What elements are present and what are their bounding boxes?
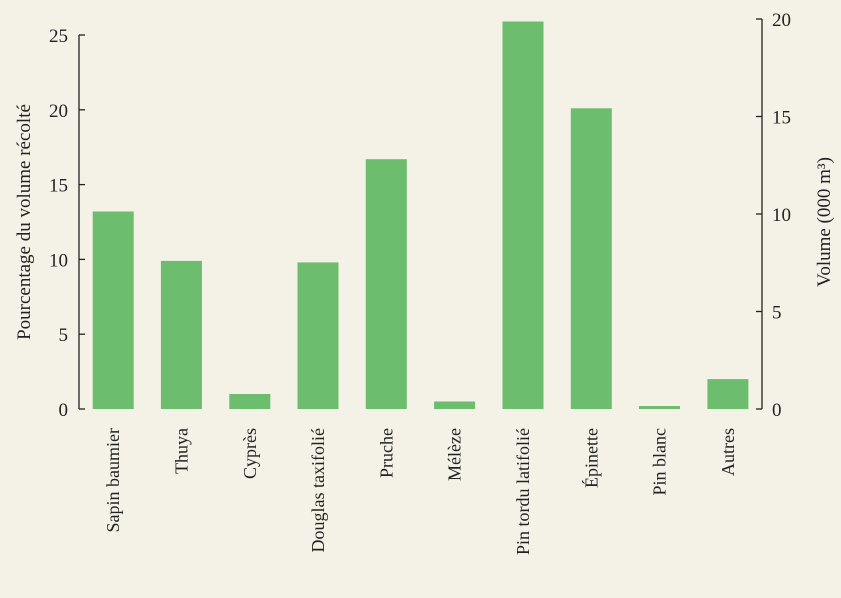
bar xyxy=(365,159,407,409)
bar xyxy=(297,262,339,409)
left-tick-label: 25 xyxy=(49,26,68,47)
category-label: Épinette xyxy=(580,428,601,488)
bars-group xyxy=(92,21,749,410)
right-tick-label: 20 xyxy=(772,10,791,31)
category-label: Pruche xyxy=(376,428,396,478)
right-y-axis-label: Volume (000 m³) xyxy=(814,157,835,287)
bar xyxy=(229,394,271,409)
category-label: Autres xyxy=(718,428,738,476)
category-label: Cyprès xyxy=(240,428,260,479)
left-tick-label: 20 xyxy=(49,101,68,122)
bar xyxy=(570,108,612,410)
right-tick-label: 0 xyxy=(772,400,782,421)
left-tick-label: 5 xyxy=(59,325,69,346)
bar xyxy=(160,260,202,409)
left-y-axis-label: Pourcentage du volume récolté xyxy=(14,104,35,340)
right-y-ticks: 0 5 10 15 20 xyxy=(756,10,791,421)
bar xyxy=(639,406,680,409)
right-tick-label: 5 xyxy=(772,303,782,324)
right-tick-label: 10 xyxy=(772,205,791,226)
category-label: Pin tordu latifolié xyxy=(513,428,533,555)
right-tick-label: 15 xyxy=(772,108,791,129)
left-tick-label: 0 xyxy=(59,400,69,421)
bar xyxy=(434,401,476,409)
left-tick-label: 10 xyxy=(49,250,68,271)
category-label: Thuya xyxy=(171,428,191,474)
category-label: Douglas taxifolié xyxy=(308,428,328,552)
bar xyxy=(502,21,544,409)
category-label: Pin blanc xyxy=(650,428,670,496)
left-y-ticks: 0 5 10 15 20 25 xyxy=(49,26,85,421)
bar xyxy=(92,211,134,409)
category-label: Mélèze xyxy=(445,428,465,481)
category-labels: Sapin baumier Thuya Cyprès Douglas taxifoli… xyxy=(103,428,738,555)
bar xyxy=(707,379,749,409)
category-label: Sapin baumier xyxy=(103,428,123,532)
left-tick-label: 15 xyxy=(49,176,68,197)
